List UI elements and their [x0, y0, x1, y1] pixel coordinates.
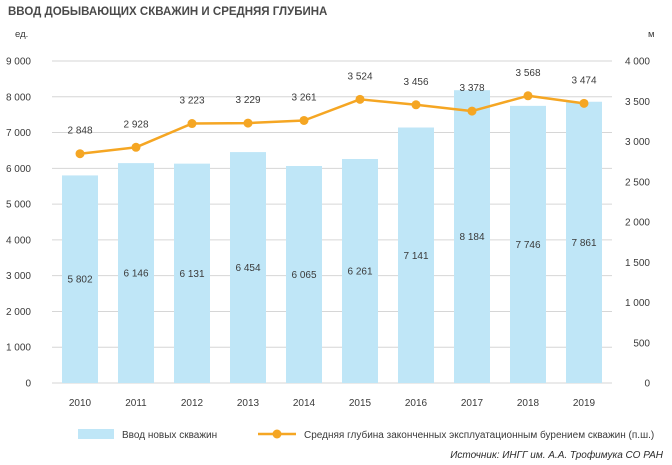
bar [566, 101, 602, 383]
right-tick-label: 500 [633, 338, 650, 349]
line-point [243, 118, 253, 128]
legend-line-marker [272, 429, 282, 439]
line-value-label: 2 928 [123, 119, 148, 130]
bar-value-label: 7 746 [515, 240, 540, 251]
bar-value-label: 6 131 [179, 269, 204, 280]
x-tick-label: 2016 [405, 398, 428, 409]
line-point [467, 106, 477, 116]
right-axis-ticks: 0 500 1 000 1 500 2 000 2 500 3 000 3 500 4 000 [625, 57, 650, 390]
line-point [299, 115, 309, 125]
line-value-label: 3 524 [347, 71, 372, 82]
bar [62, 175, 98, 383]
bar [398, 127, 434, 383]
right-tick-label: 2 500 [625, 177, 650, 188]
right-tick-label: 1 500 [625, 258, 650, 269]
line-point [523, 91, 533, 101]
right-tick-label: 3 000 [625, 137, 650, 148]
x-tick-label: 2013 [237, 398, 260, 409]
x-tick-label: 2011 [125, 398, 147, 409]
line-point [579, 98, 589, 108]
line-series [75, 91, 589, 159]
x-tick-label: 2019 [573, 398, 596, 409]
left-tick-label: 4 000 [6, 235, 31, 246]
left-axis-unit: ед. [15, 29, 28, 40]
bar-value-label: 6 454 [235, 263, 260, 274]
right-axis-unit: м [648, 29, 655, 40]
line-point [355, 94, 365, 104]
legend-bar-label: Ввод новых скважин [122, 430, 217, 441]
line-value-label: 2 848 [67, 126, 92, 137]
line-value-label: 3 223 [179, 96, 204, 107]
line-value-label: 3 474 [571, 75, 596, 86]
bar-value-label: 7 861 [571, 238, 596, 249]
source-note: Источник: ИНГГ им. А.А. Трофимука СО РАН [450, 449, 664, 461]
x-tick-label: 2012 [181, 398, 204, 409]
x-tick-label: 2017 [461, 398, 484, 409]
bar [118, 163, 154, 383]
bar-series [62, 90, 602, 384]
bar [510, 105, 546, 384]
right-tick-label: 4 000 [625, 57, 650, 68]
bar [454, 90, 490, 383]
bar-value-label: 7 141 [403, 251, 428, 262]
left-tick-label: 5 000 [6, 200, 31, 211]
line-point [187, 119, 197, 129]
line-value-labels: 2 848 2 928 3 223 3 229 3 261 3 524 3 456 3 378… [67, 68, 596, 137]
line-value-label: 3 568 [515, 68, 540, 79]
x-tick-label: 2014 [293, 398, 316, 409]
chart-title: ВВОД ДОБЫВАЮЩИХ СКВАЖИН И СРЕДНЯЯ ГЛУБИН… [8, 6, 327, 18]
left-axis-ticks: 0 1 000 2 000 3 000 4 000 5 000 6 000 7 000 8 00… [6, 57, 31, 390]
left-tick-label: 1 000 [6, 343, 31, 354]
x-tick-label: 2010 [69, 398, 92, 409]
line-path [79, 94, 585, 155]
left-tick-label: 0 [25, 379, 31, 390]
bar [230, 152, 266, 383]
line-point [131, 142, 141, 152]
bar [342, 158, 378, 383]
bar-value-labels: 5 802 6 146 6 131 6 454 6 065 6 261 7 141 8 184… [67, 232, 596, 286]
x-tick-label: 2018 [517, 398, 540, 409]
line-value-label: 3 229 [235, 95, 260, 106]
right-tick-label: 2 000 [625, 218, 650, 229]
x-axis-ticks: 2010 2011 2012 2013 2014 2015 2016 2017 2018 2019 [69, 398, 596, 409]
x-tick-label: 2015 [349, 398, 372, 409]
left-tick-label: 8 000 [6, 92, 31, 103]
bar-value-label: 6 146 [123, 269, 148, 280]
left-tick-label: 6 000 [6, 164, 31, 175]
legend-bar-swatch [78, 429, 114, 439]
line-value-label: 3 261 [291, 92, 316, 103]
right-tick-label: 3 500 [625, 97, 650, 108]
right-tick-label: 0 [644, 379, 650, 390]
bar-value-label: 6 261 [347, 266, 372, 277]
legend-line-label: Средняя глубина законченных эксплуатацио… [304, 429, 654, 441]
legend: Ввод новых скважин Средняя глубина закон… [78, 429, 654, 441]
left-tick-label: 9 000 [6, 57, 31, 68]
bar-value-label: 5 802 [67, 275, 92, 286]
line-point [75, 149, 85, 159]
line-point [411, 100, 421, 110]
line-value-label: 3 378 [459, 83, 484, 94]
bar [174, 163, 210, 383]
left-tick-label: 2 000 [6, 307, 31, 318]
left-tick-label: 7 000 [6, 128, 31, 139]
bar-value-label: 6 065 [291, 270, 316, 281]
bar-value-label: 8 184 [459, 232, 484, 243]
line-value-label: 3 456 [403, 77, 428, 88]
right-tick-label: 1 000 [625, 298, 650, 309]
left-tick-label: 3 000 [6, 271, 31, 282]
bar [286, 166, 322, 383]
